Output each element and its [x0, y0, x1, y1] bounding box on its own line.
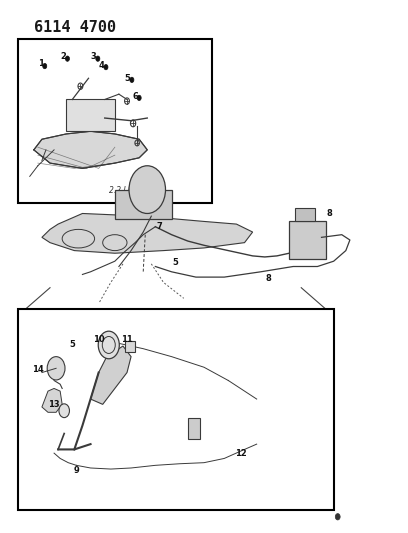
Bar: [115, 190, 172, 219]
Circle shape: [129, 166, 166, 214]
Bar: [18, 309, 334, 511]
Circle shape: [43, 63, 47, 69]
Polygon shape: [42, 214, 253, 253]
Text: 8: 8: [266, 273, 272, 282]
Bar: [289, 221, 326, 259]
Circle shape: [137, 95, 141, 101]
Text: 6114 4700: 6114 4700: [34, 20, 116, 35]
Text: 2.2 LITER: 2.2 LITER: [109, 186, 145, 195]
Polygon shape: [34, 131, 147, 168]
Text: 9: 9: [73, 466, 79, 475]
Circle shape: [130, 77, 134, 83]
Text: 5: 5: [124, 74, 130, 83]
Polygon shape: [91, 346, 131, 405]
Circle shape: [335, 514, 340, 520]
Text: 3: 3: [91, 52, 97, 61]
Bar: [295, 208, 315, 221]
Circle shape: [104, 64, 108, 70]
Text: 8: 8: [327, 209, 333, 218]
Text: 7: 7: [157, 222, 162, 231]
Text: 10: 10: [93, 335, 104, 344]
Text: 12: 12: [235, 449, 246, 458]
Text: 6: 6: [132, 92, 138, 101]
Polygon shape: [42, 389, 62, 413]
Bar: [188, 418, 200, 439]
Text: 5: 5: [173, 258, 179, 266]
Text: 13: 13: [48, 400, 60, 409]
Bar: [66, 100, 115, 131]
Circle shape: [47, 357, 65, 380]
Bar: [18, 38, 212, 203]
Text: 1: 1: [38, 60, 44, 68]
Text: 11: 11: [121, 335, 133, 344]
Circle shape: [59, 404, 69, 418]
Text: 14: 14: [32, 366, 44, 374]
Text: 4: 4: [99, 61, 105, 69]
Text: 5: 5: [69, 341, 75, 350]
Bar: [125, 341, 135, 352]
Circle shape: [98, 331, 119, 359]
Circle shape: [65, 56, 69, 61]
Text: 2: 2: [60, 52, 66, 61]
Circle shape: [96, 56, 100, 61]
